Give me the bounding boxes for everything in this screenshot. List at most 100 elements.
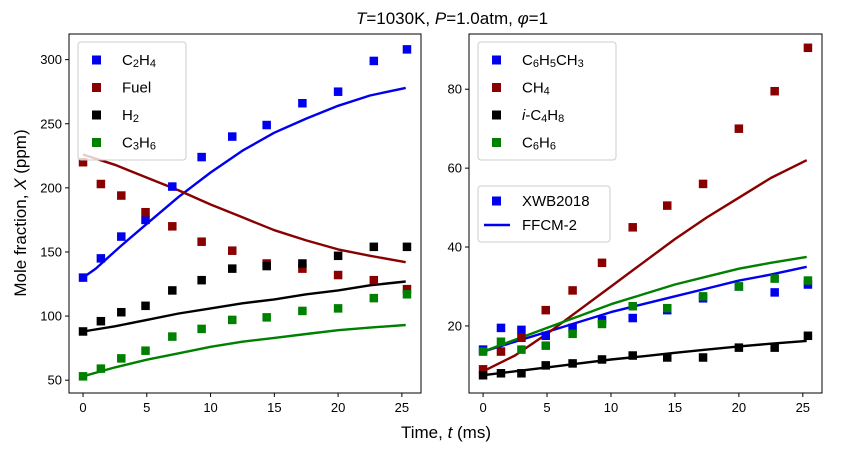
right-point-c6h5ch3-3	[541, 331, 550, 341]
right-point-c6h5ch3-4	[568, 323, 577, 333]
right-point-c6h6-0	[478, 347, 488, 356]
left-point-c3h6-8	[298, 306, 307, 316]
style-legend-label-xwb2018: XWB2018	[522, 193, 590, 210]
right-x-tick-label-15: 15	[668, 400, 682, 415]
right-point-c6h6-10	[770, 274, 779, 283]
left-point-c3h6-3	[141, 346, 150, 355]
left-point-fuel-11	[402, 284, 412, 294]
left-x-tick-label-5: 5	[143, 400, 150, 415]
right-point-i-c4h8-4	[568, 359, 577, 368]
left-model-line-c2h4	[82, 86, 406, 279]
right-point-i-c4h8-8	[698, 353, 708, 362]
right-legend-label-c6h5ch3: C6H5CH3	[522, 52, 584, 70]
left-point-h2-9	[333, 251, 343, 261]
right-legend-marker-c6h5ch3	[492, 55, 501, 65]
right-point-c6h6-9	[734, 282, 744, 291]
right-x-tick-label-5: 5	[543, 400, 550, 415]
left-point-c3h6-4	[168, 332, 177, 341]
left-point-h2-3	[141, 301, 150, 311]
left-legend-marker-c3h6	[92, 138, 101, 147]
right-model-line-c6h6	[482, 255, 807, 353]
style-legend: XWB2018 FFCM-2	[477, 185, 611, 243]
right-point-c6h5ch3-1	[496, 323, 506, 333]
left-y-tick-label-150: 150	[40, 244, 62, 259]
right-point-c6h6-6	[628, 301, 637, 311]
left-point-c2h4-2	[117, 232, 126, 241]
left-point-fuel-9	[333, 270, 343, 280]
right-point-ch4-9	[734, 124, 744, 133]
left-y-tick-label-100: 100	[40, 309, 62, 324]
left-legend-label-fuel: Fuel	[122, 80, 151, 97]
left-point-c2h4-3	[141, 215, 150, 225]
right-y-tick-label-20: 20	[448, 318, 462, 333]
left-legend-label-h2: H2	[122, 107, 139, 125]
right-point-i-c4h8-10	[770, 343, 779, 352]
style-legend-marker	[492, 196, 501, 206]
right-legend-marker-c6h6	[492, 138, 501, 147]
right-legend: C6H5CH3 CH4 i-C4H8 C6H6	[477, 41, 617, 161]
right-legend-marker-i-c4h8	[492, 110, 501, 120]
right-point-ch4-0	[478, 365, 488, 374]
right-ticks: 0 5 10 15 20 25 20 40 60 80	[448, 82, 811, 415]
left-y-tick-label-300: 300	[40, 52, 62, 67]
left-model-line-c3h6	[82, 323, 406, 378]
left-x-tick-label-15: 15	[267, 400, 281, 415]
left-point-h2-10	[369, 242, 379, 252]
left-point-h2-11	[402, 242, 412, 252]
right-point-ch4-2	[517, 333, 526, 343]
right-point-c6h6-8	[698, 292, 708, 301]
left-y-tick-label-50: 50	[48, 373, 62, 388]
right-point-i-c4h8-0	[478, 370, 488, 380]
left-y-tick-label-200: 200	[40, 180, 62, 195]
left-point-c2h4-10	[369, 56, 379, 66]
right-point-c6h5ch3-6	[628, 313, 637, 323]
left-model-line-h2	[82, 280, 406, 333]
left-point-c2h4-0	[78, 273, 88, 282]
right-point-ch4-7	[662, 201, 672, 210]
left-point-c3h6-5	[197, 324, 206, 334]
right-point-ch4-4	[568, 286, 577, 295]
right-marks	[478, 43, 813, 380]
right-legend-frame	[477, 41, 617, 161]
left-point-fuel-2	[117, 191, 126, 200]
left-point-c2h4-9	[333, 87, 343, 96]
left-point-c3h6-0	[78, 372, 88, 381]
right-point-ch4-3	[541, 305, 550, 315]
left-model-line-fuel	[82, 153, 406, 264]
right-model-line-ch4	[482, 159, 808, 373]
left-x-tick-label-25: 25	[395, 400, 409, 415]
left-y-tick-label-250: 250	[40, 116, 62, 131]
left-point-c2h4-5	[197, 152, 206, 162]
style-legend-label-ffcm-2: FFCM-2	[522, 217, 577, 234]
left-x-tick-label-20: 20	[331, 400, 345, 415]
right-point-i-c4h8-11	[803, 331, 813, 341]
right-point-i-c4h8-5	[597, 355, 607, 364]
right-point-i-c4h8-6	[628, 351, 637, 360]
right-legend-label-i-c4h8: i-C4H8	[522, 107, 564, 125]
right-y-tick-label-80: 80	[448, 82, 462, 97]
right-x-tick-label-20: 20	[732, 400, 746, 415]
left-point-fuel-4	[168, 222, 177, 231]
right-legend-label-c6h6: C6H6	[522, 135, 556, 153]
right-point-c6h6-1	[496, 337, 506, 346]
left-legend-label-c2h4: C2H4	[122, 52, 156, 70]
left-point-fuel-10	[369, 275, 379, 285]
left-point-c3h6-2	[117, 354, 126, 363]
left-point-c2h4-6	[227, 132, 237, 141]
left-point-fuel-5	[197, 237, 206, 246]
left-x-tick-label-0: 0	[79, 400, 86, 415]
right-point-i-c4h8-2	[517, 369, 526, 378]
right-point-c6h6-4	[568, 329, 577, 339]
right-point-i-c4h8-7	[662, 353, 672, 362]
right-legend-marker-ch4	[492, 83, 501, 92]
right-point-c6h5ch3-2	[517, 325, 526, 335]
left-point-c2h4-4	[168, 182, 177, 191]
left-point-h2-6	[227, 264, 237, 273]
right-point-c6h6-11	[803, 276, 813, 285]
left-point-fuel-3	[141, 207, 150, 217]
left-point-fuel-6	[227, 246, 237, 255]
left-point-c2h4-1	[96, 254, 106, 263]
left-legend: C2H4 Fuel H2 C3H6	[77, 41, 187, 161]
